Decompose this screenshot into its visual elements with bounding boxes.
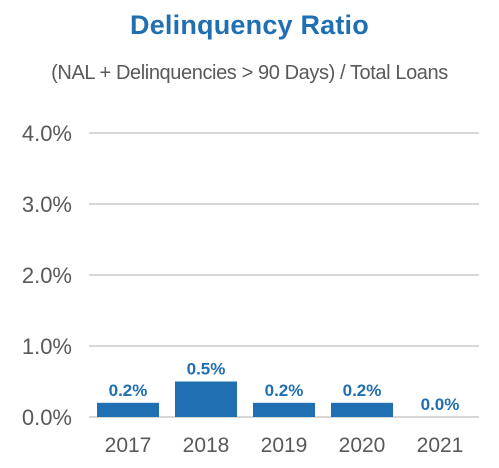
- data-label-2019: 0.2%: [265, 381, 304, 400]
- x-tick-label-2018: 2018: [183, 434, 230, 457]
- x-tick-label-2019: 2019: [261, 434, 308, 457]
- data-label-2017: 0.2%: [109, 381, 148, 400]
- data-label-2020: 0.2%: [343, 381, 382, 400]
- y-tick-label-3: 3.0%: [22, 192, 72, 217]
- x-tick-label-2020: 2020: [339, 434, 386, 457]
- bar-2019: [253, 402, 315, 417]
- chart-subtitle: (NAL + Delinquencies > 90 Days) / Total …: [51, 62, 448, 84]
- data-label-2018: 0.5%: [187, 360, 226, 379]
- bar-2017: [97, 402, 159, 417]
- data-label-2021: 0.0%: [421, 395, 460, 414]
- y-tick-label-1: 1.0%: [22, 334, 72, 359]
- x-tick-label-2017: 2017: [105, 434, 152, 457]
- x-tick-label-2021: 2021: [417, 434, 464, 457]
- y-tick-label-2: 2.0%: [22, 263, 72, 288]
- y-tick-label-0: 0.0%: [22, 405, 72, 430]
- bar-2020: [331, 402, 393, 417]
- bar-2018: [175, 381, 237, 417]
- y-tick-label-4: 4.0%: [22, 121, 72, 146]
- chart-title: Delinquency Ratio: [130, 10, 369, 40]
